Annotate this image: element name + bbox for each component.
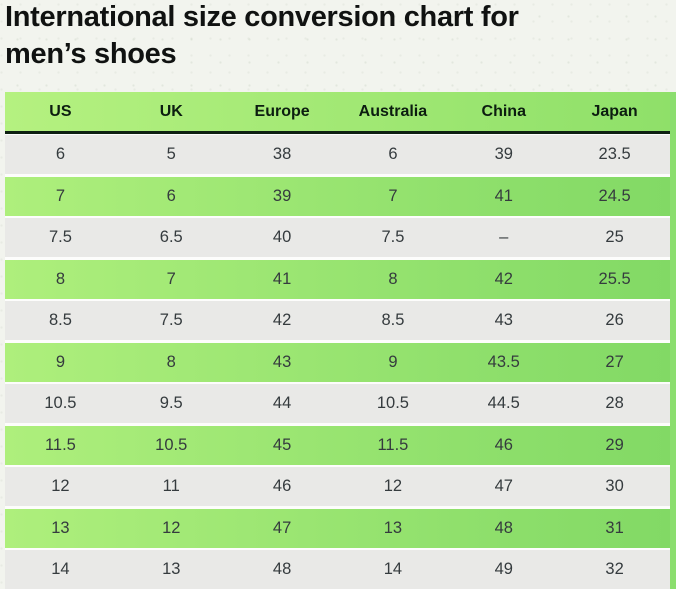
table-cell: 7 bbox=[55, 186, 65, 205]
table-cell: 30 bbox=[605, 477, 624, 495]
table-cell: 25.5 bbox=[598, 269, 631, 288]
table-body: 6 5 38 6 39 23.5 7 6 39 7 41 24.5 7.5 6.5 40 7.5 – 25 8 7 41… bbox=[5, 135, 670, 589]
table-row: 14 13 48 14 49 32 bbox=[5, 550, 670, 589]
table-cell: 29 bbox=[605, 435, 624, 454]
table-row: 6 5 38 6 39 23.5 bbox=[5, 135, 670, 174]
right-edge-green-strip bbox=[670, 92, 676, 589]
table-cell: 48 bbox=[494, 518, 513, 537]
table-cell: 42 bbox=[272, 311, 292, 329]
table-cell: 44 bbox=[272, 394, 292, 412]
table-cell: 24.5 bbox=[598, 186, 631, 205]
column-header-uk: UK bbox=[159, 102, 183, 120]
column-header-china: China bbox=[481, 102, 526, 120]
table-row: 13 12 47 13 48 31 bbox=[5, 508, 670, 548]
table-cell: 27 bbox=[605, 352, 624, 371]
table-cell: 46 bbox=[272, 477, 292, 495]
table-cell: 46 bbox=[494, 435, 513, 454]
table-cell: 49 bbox=[494, 560, 513, 578]
table-cell: 8 bbox=[55, 269, 65, 288]
page-title-line-2: men’s shoes bbox=[5, 38, 177, 70]
table-cell: 47 bbox=[272, 518, 292, 537]
table-cell: 8 bbox=[166, 352, 176, 371]
table-cell: 26 bbox=[605, 311, 624, 329]
table-cell: 7.5 bbox=[159, 311, 183, 329]
column-header-australia: Australia bbox=[358, 102, 428, 120]
table-cell: 12 bbox=[51, 477, 70, 495]
table-cell: 7 bbox=[388, 186, 398, 205]
table-cell: 42 bbox=[494, 269, 513, 288]
table-cell: – bbox=[499, 228, 509, 246]
table-cell: 9 bbox=[388, 352, 398, 371]
table-cell: 39 bbox=[272, 186, 292, 205]
table-cell: 5 bbox=[166, 145, 176, 163]
table-cell: 8.5 bbox=[381, 311, 405, 329]
table-row: 8.5 7.5 42 8.5 43 26 bbox=[5, 301, 670, 340]
table-row: 7 6 39 7 41 24.5 bbox=[5, 176, 670, 216]
table-cell: 9.5 bbox=[159, 394, 183, 412]
table-cell: 23.5 bbox=[598, 145, 631, 163]
table-cell: 31 bbox=[605, 518, 624, 537]
table-cell: 32 bbox=[605, 560, 624, 578]
table-cell: 8.5 bbox=[48, 311, 72, 329]
table-cell: 44.5 bbox=[487, 394, 520, 412]
table-cell: 13 bbox=[162, 560, 181, 578]
table-cell: 7.5 bbox=[381, 228, 405, 246]
table-row: 8 7 41 8 42 25.5 bbox=[5, 259, 670, 299]
table-cell: 41 bbox=[494, 186, 513, 205]
table-cell: 11.5 bbox=[44, 435, 76, 454]
table-cell: 43.5 bbox=[487, 352, 520, 371]
table-cell: 10.5 bbox=[44, 394, 77, 412]
table-row: 11.5 10.5 45 11.5 46 29 bbox=[5, 425, 670, 465]
table-cell: 11.5 bbox=[377, 435, 409, 454]
table-cell: 12 bbox=[383, 477, 403, 495]
table-cell: 14 bbox=[383, 560, 403, 578]
table-row: 9 8 43 9 43.5 27 bbox=[5, 342, 670, 382]
table-cell: 47 bbox=[494, 477, 513, 495]
table-cell: 41 bbox=[272, 269, 292, 288]
table-cell: 7 bbox=[166, 269, 176, 288]
table-cell: 38 bbox=[272, 145, 292, 163]
table-cell: 11 bbox=[162, 477, 180, 495]
table-cell: 28 bbox=[605, 394, 624, 412]
table-cell: 7.5 bbox=[48, 228, 72, 246]
column-header-us: US bbox=[49, 102, 72, 120]
table-cell: 13 bbox=[51, 518, 70, 537]
table-cell: 43 bbox=[494, 311, 513, 329]
table-cell: 43 bbox=[272, 352, 292, 371]
table-cell: 10.5 bbox=[376, 394, 409, 412]
column-header-japan: Japan bbox=[591, 102, 638, 120]
table-cell: 48 bbox=[272, 560, 292, 578]
table-cell: 6 bbox=[55, 145, 65, 163]
column-header-europe: Europe bbox=[254, 102, 310, 120]
table-cell: 8 bbox=[388, 269, 398, 288]
table-cell: 14 bbox=[51, 560, 70, 578]
table-cell: 12 bbox=[162, 518, 181, 537]
table-cell: 39 bbox=[494, 145, 513, 163]
page-title-line-1: International size conversion chart for bbox=[5, 1, 519, 33]
table-cell: 6.5 bbox=[159, 228, 183, 246]
table-cell: 10.5 bbox=[155, 435, 188, 454]
table-header-row: US UK Europe Australia China Japan bbox=[5, 92, 670, 134]
page-title: International size conversion chart for … bbox=[5, 0, 519, 73]
table-cell: 13 bbox=[383, 518, 403, 537]
table-cell: 6 bbox=[166, 186, 176, 205]
table-cell: 6 bbox=[388, 145, 398, 163]
table-row: 7.5 6.5 40 7.5 – 25 bbox=[5, 218, 670, 257]
table-cell: 45 bbox=[272, 435, 292, 454]
table-cell: 25 bbox=[605, 228, 624, 246]
size-conversion-table: US UK Europe Australia China Japan 6 5 38 6… bbox=[5, 92, 670, 589]
table-row: 10.5 9.5 44 10.5 44.5 28 bbox=[5, 384, 670, 423]
table-row: 12 11 46 12 47 30 bbox=[5, 467, 670, 506]
table-cell: 40 bbox=[272, 228, 292, 246]
table-cell: 9 bbox=[55, 352, 65, 371]
